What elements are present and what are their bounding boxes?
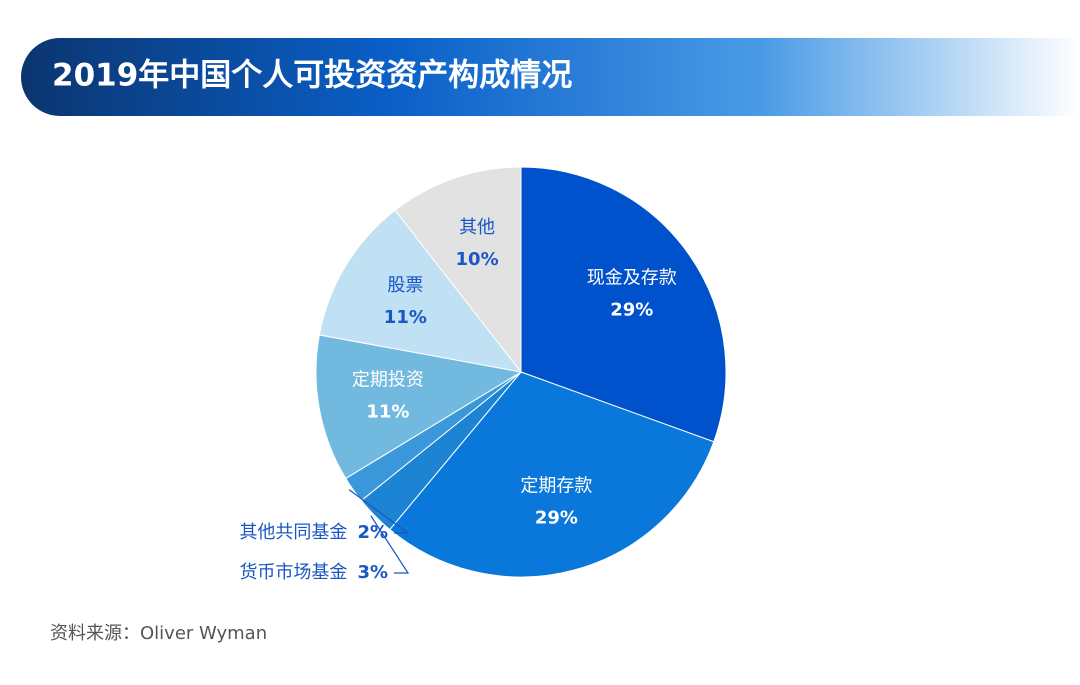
value-label: 3% [357, 562, 388, 583]
chart-title: 2019年中国个人可投资资产构成情况 [52, 58, 572, 94]
outside-label: 其他共同基金 2% [239, 522, 388, 543]
source-note: 资料来源：Oliver Wyman [50, 623, 267, 644]
slice-label: 定期存款 [520, 476, 592, 497]
slice-label: 现金及存款 [587, 267, 677, 288]
value-label: 11% [384, 307, 427, 328]
pie-slice [315, 334, 523, 480]
leader-line [348, 489, 410, 534]
slice-label: 其他 [459, 217, 495, 238]
pie-slice [394, 166, 522, 374]
value-label: 11% [366, 401, 409, 422]
value-label: 29% [535, 508, 578, 529]
pie-slice [318, 209, 523, 373]
leader-line [370, 515, 410, 574]
value-label: 2% [357, 522, 388, 543]
value-label: 10% [456, 249, 499, 270]
slice-label: 货币市场基金 [239, 562, 347, 583]
slice-label: 定期投资 [352, 369, 424, 390]
slice-label: 其他共同基金 [239, 522, 347, 543]
pie: 现金及存款 29% 定期存款 29% 货币市场基金 3% 其他共同基金 2% 定期投资 11% 股票… [239, 166, 727, 583]
pie-slice [520, 166, 727, 443]
pie-slice [389, 371, 715, 578]
value-label: 29% [610, 299, 653, 320]
title-banner [21, 38, 1080, 116]
slice-label: 股票 [387, 275, 423, 296]
outside-label: 货币市场基金 3% [239, 562, 388, 583]
